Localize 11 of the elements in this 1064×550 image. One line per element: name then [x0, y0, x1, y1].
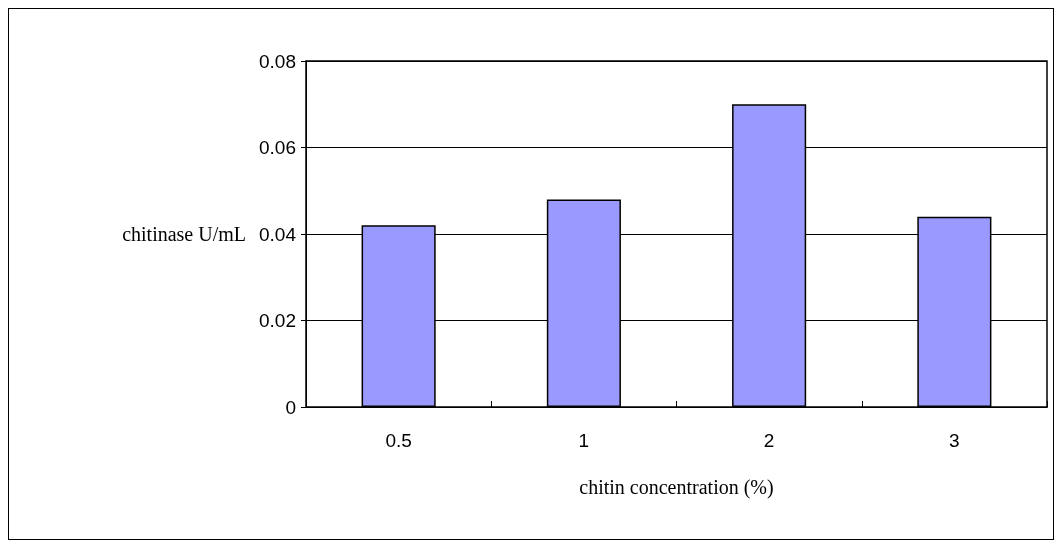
x-axis-title: chitin concentration (%) — [579, 476, 774, 499]
y-tick-label: 0.02 — [259, 310, 296, 331]
x-tick-label: 1 — [578, 430, 590, 451]
x-tick-label: 3 — [949, 430, 960, 451]
x-tick-label: 2 — [763, 430, 775, 451]
y-axis-title: chitinase U/mL — [122, 223, 246, 245]
y-tick-label: 0.08 — [259, 50, 296, 72]
y-tick-label: 0.06 — [259, 137, 296, 158]
y-tick-label: 0 — [285, 396, 296, 418]
x-tick-label: 0.5 — [385, 430, 412, 451]
y-tick-label: 0.04 — [259, 223, 297, 245]
